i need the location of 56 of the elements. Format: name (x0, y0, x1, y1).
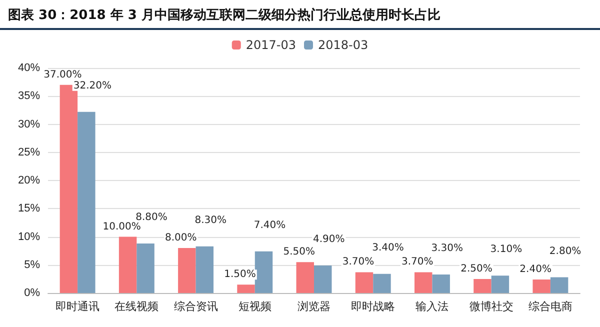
legend-label: 2017-03 (246, 38, 296, 52)
data-label: 3.30% (431, 242, 463, 254)
data-label: 32.20% (73, 80, 112, 92)
data-label: 3.40% (372, 242, 404, 254)
bar (237, 284, 255, 293)
data-label: 2.80% (549, 246, 582, 257)
data-label: 3.10% (490, 244, 522, 256)
y-tick-label: 25% (18, 146, 40, 158)
x-tick-label: 综合电商 (528, 300, 572, 313)
data-label: 5.50% (283, 246, 316, 258)
bar (432, 274, 450, 293)
data-label: 4.90% (312, 234, 345, 245)
y-tick-label: 40% (18, 62, 40, 74)
y-tick-label: 15% (18, 202, 40, 215)
x-tick-label: 微博社交 (469, 300, 514, 313)
legend-label: 2018-03 (318, 38, 368, 52)
data-label: 1.50% (224, 269, 256, 280)
bar (136, 244, 154, 293)
x-tick-label: 输入法 (416, 300, 449, 313)
bar (178, 248, 196, 293)
x-tick-label: 短视频 (238, 300, 272, 313)
chart-title: 图表 30：2018 年 3 月中国移动互联网二级细分热门行业总使用时长占比 (0, 0, 600, 30)
bar (355, 272, 374, 293)
bar (373, 274, 391, 293)
bar (491, 276, 510, 293)
bar (196, 246, 214, 293)
data-label: 8.00% (165, 232, 197, 244)
y-tick-label: 0% (24, 287, 40, 299)
y-tick-label: 20% (18, 174, 40, 186)
bar (118, 236, 137, 293)
x-tick-label: 浏览器 (298, 300, 330, 313)
bar (254, 251, 273, 293)
bar (532, 280, 550, 293)
y-tick-label: 10% (18, 230, 40, 243)
x-tick-label: 即时战略 (351, 300, 396, 313)
bar (474, 278, 492, 293)
data-label: 3.70% (342, 256, 374, 268)
bar (414, 272, 432, 293)
bar (296, 262, 314, 293)
data-label: 8.80% (136, 212, 168, 223)
bar (550, 277, 568, 293)
data-label: 8.30% (194, 214, 227, 226)
data-label: 37.00% (44, 69, 82, 80)
data-label: 2.40% (520, 264, 552, 275)
y-tick-label: 5% (24, 258, 40, 271)
x-tick-label: 综合资讯 (174, 300, 218, 313)
x-tick-label: 即时通讯 (56, 300, 100, 313)
y-tick-label: 35% (18, 90, 40, 102)
data-label: 10.00% (102, 221, 141, 232)
bar (78, 112, 96, 293)
x-tick-label: 在线视频 (114, 300, 159, 313)
data-label: 2.50% (460, 263, 492, 274)
data-label: 3.70% (401, 256, 434, 268)
data-label: 7.40% (254, 220, 286, 231)
bar (314, 265, 332, 293)
y-tick-label: 30% (18, 118, 40, 130)
